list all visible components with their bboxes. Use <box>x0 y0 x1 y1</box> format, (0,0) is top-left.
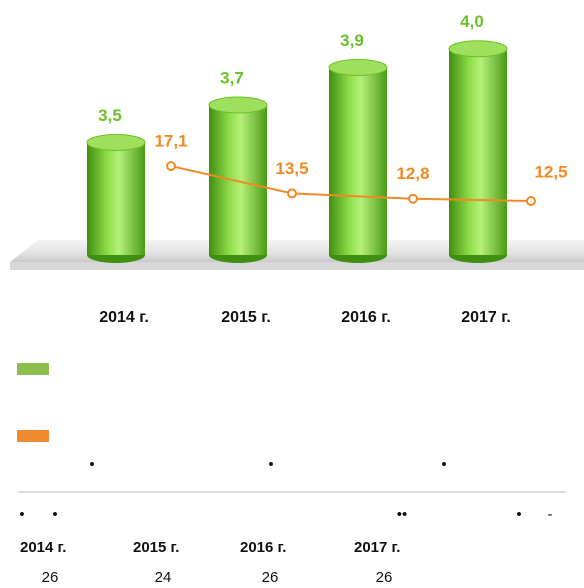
line-point <box>287 188 297 199</box>
bar <box>87 142 145 255</box>
legend-swatch <box>17 363 49 375</box>
bullet: • <box>19 506 24 523</box>
table-cell: 26 <box>262 569 279 586</box>
bar <box>209 105 267 255</box>
bar-top <box>208 96 268 114</box>
bar-top <box>448 40 508 58</box>
line-value-label: 12,5 <box>534 163 567 182</box>
bullet: • <box>516 506 521 523</box>
x-tick-label: 2017 г. <box>461 309 511 326</box>
bullet: • <box>52 506 57 523</box>
bar-value-label: 3,5 <box>98 106 122 125</box>
line-point <box>166 161 176 172</box>
line-value-label: 12,8 <box>396 164 429 183</box>
line-point <box>526 196 536 207</box>
table-cell: 26 <box>42 569 59 586</box>
bar-top <box>328 59 388 76</box>
line <box>170 165 532 203</box>
table-header: 2016 г. <box>240 539 286 556</box>
table-header: 2017 г. <box>354 539 400 556</box>
bar <box>329 67 387 255</box>
floor <box>10 240 584 262</box>
line-value-label: 17,1 <box>154 132 187 151</box>
bullet: • <box>89 456 94 473</box>
line-value-label: 13,5 <box>275 159 308 178</box>
table-header: 2014 г. <box>20 539 66 556</box>
bullet: • <box>441 456 446 473</box>
table-cell: 26 <box>376 569 393 586</box>
table-cell: 24 <box>155 569 172 586</box>
bar <box>449 48 507 255</box>
x-tick-label: 2016 г. <box>341 309 391 326</box>
bar-value-label: 3,9 <box>340 31 364 50</box>
bullet: - <box>548 506 553 523</box>
line-point <box>408 193 418 204</box>
bar-value-label: 3,7 <box>220 68 244 87</box>
bullet: •• <box>397 506 408 523</box>
bullet: • <box>268 456 273 473</box>
table-header: 2015 г. <box>133 539 179 556</box>
x-tick-label: 2014 г. <box>99 309 149 326</box>
bar-value-label: 4,0 <box>460 12 484 31</box>
x-tick-label: 2015 г. <box>221 309 271 326</box>
bar-top <box>86 134 146 151</box>
legend-swatch <box>17 430 49 442</box>
floor-edge <box>10 262 584 270</box>
